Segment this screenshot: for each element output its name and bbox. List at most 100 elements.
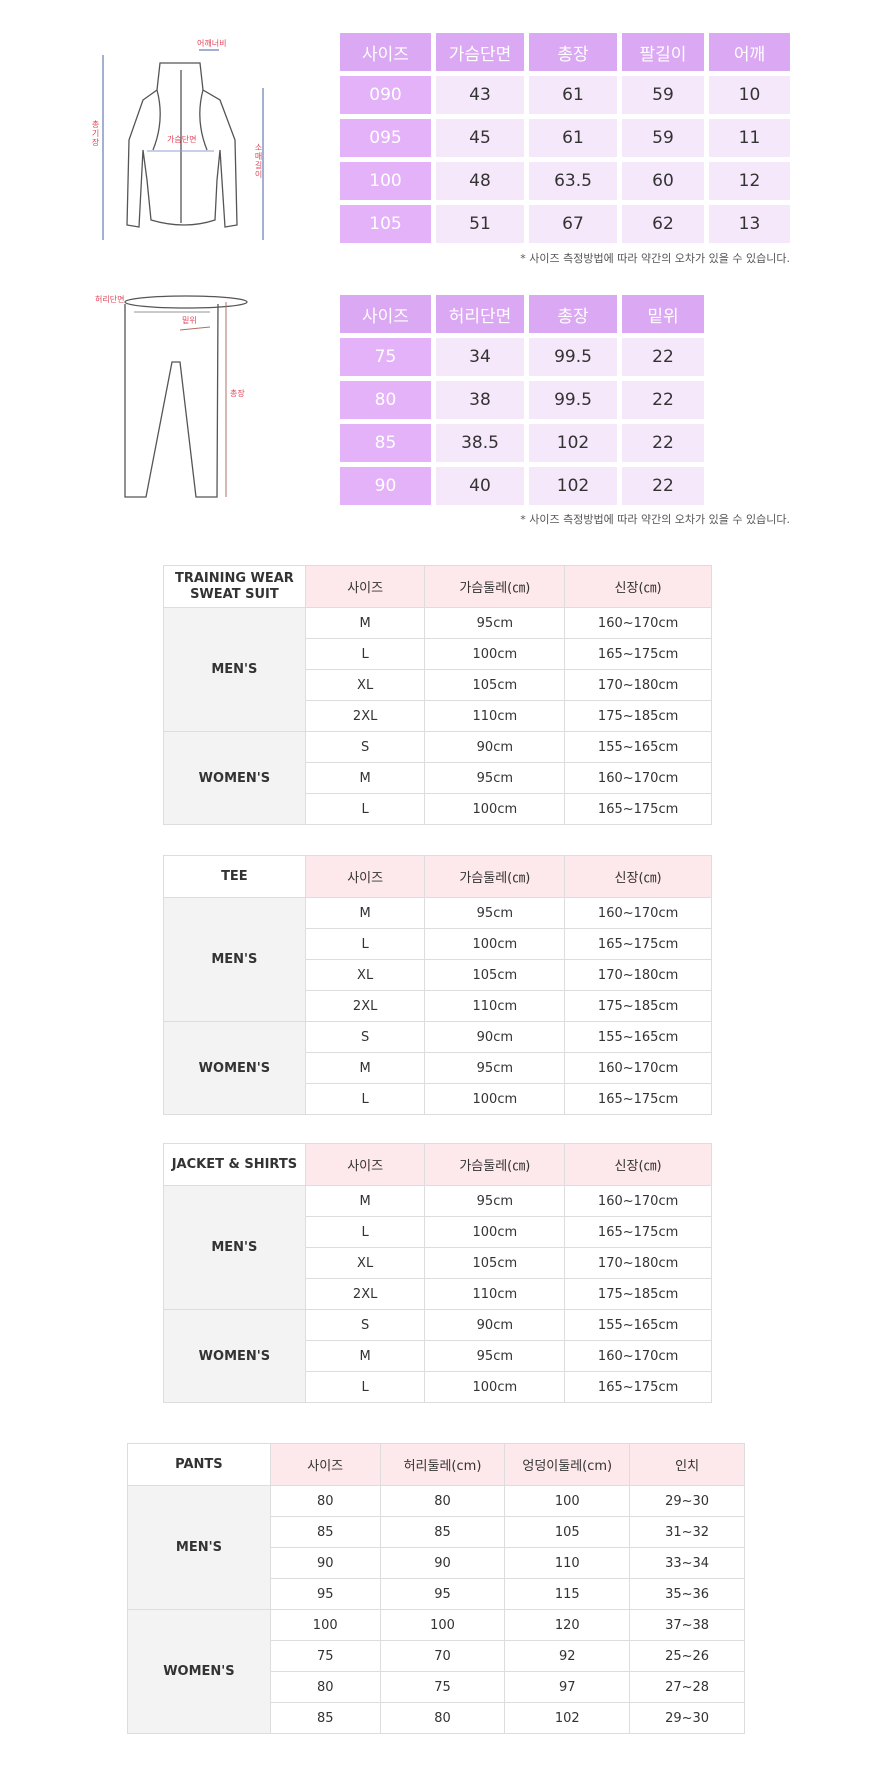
table-cell: 95 bbox=[379, 1578, 506, 1610]
group-label: MEN'S bbox=[163, 1185, 306, 1310]
table-cell: 45 bbox=[436, 119, 524, 157]
table-cell: 90 bbox=[269, 1547, 381, 1579]
table-cell: 2XL bbox=[304, 1278, 426, 1310]
table-cell: L bbox=[304, 928, 426, 960]
table-cell: 59 bbox=[622, 119, 704, 157]
table-cell: 43 bbox=[436, 76, 524, 114]
table-row: MEN'S M 95cm 160~170cm bbox=[163, 897, 712, 1022]
table-cell: 155~165cm bbox=[564, 1309, 712, 1341]
table-cell: 90cm bbox=[424, 731, 566, 763]
pants-size-table: 사이즈 허리단면 총장 밑위 75 34 99.5 22 80 38 99.5 22 85 38.5 102… bbox=[340, 295, 705, 505]
table-row: MEN'S M 95cm 160~170cm bbox=[163, 607, 712, 732]
column-header: 사이즈 bbox=[304, 565, 426, 608]
table-cell: M bbox=[304, 1185, 426, 1217]
column-header: 사이즈 bbox=[304, 855, 426, 898]
table-cell: 40 bbox=[436, 467, 524, 505]
measurement-note-2: * 사이즈 측정방법에 따라 약간의 오차가 있을 수 있습니다. bbox=[520, 513, 790, 526]
table-row: WOMEN'S S 90cm 155~165cm bbox=[163, 1309, 712, 1403]
table-cell: M bbox=[304, 1052, 426, 1084]
column-header: 총장 bbox=[529, 33, 617, 71]
length-label: 총장 bbox=[230, 389, 245, 398]
rise-label: 밑위 bbox=[182, 316, 197, 325]
table-cell: 25~26 bbox=[629, 1640, 745, 1672]
table-row: M 95cm 160~170cm bbox=[164, 1340, 712, 1372]
table-cell: 80 bbox=[269, 1485, 381, 1517]
column-header: 사이즈 bbox=[340, 295, 431, 333]
table-row: XL 105cm 170~180cm bbox=[164, 1247, 712, 1279]
table-cell: 170~180cm bbox=[564, 1247, 712, 1279]
table-cell: 90 bbox=[379, 1547, 506, 1579]
pants-drawing-icon bbox=[124, 295, 248, 498]
jacket-size-table: 사이즈 가슴단면 총장 팔길이 어깨 090 43 61 59 10 095 45 61 59 11 100 4… bbox=[340, 33, 790, 243]
table-cell: 62 bbox=[622, 205, 704, 243]
table-cell: 105cm bbox=[424, 959, 566, 991]
column-header: 총장 bbox=[529, 295, 617, 333]
table-cell: 34 bbox=[436, 338, 524, 376]
table-row: MEN'S 80 80 100 29~30 bbox=[127, 1485, 745, 1610]
size-cell: 090 bbox=[340, 76, 431, 114]
table-title: TEE bbox=[163, 855, 306, 898]
column-header: 신장(㎝) bbox=[564, 565, 712, 608]
table-cell: 48 bbox=[436, 162, 524, 200]
table-cell: 85 bbox=[379, 1516, 506, 1548]
table-cell: XL bbox=[304, 959, 426, 991]
table-cell: 2XL bbox=[304, 990, 426, 1022]
training-wear-size-table: TRAINING WEAR SWEAT SUIT 사이즈 가슴둘레(㎝) 신장(㎝) M… bbox=[163, 565, 712, 825]
jacket-drawing-icon bbox=[102, 49, 264, 240]
table-cell: 33~34 bbox=[629, 1547, 745, 1579]
table-cell: 67 bbox=[529, 205, 617, 243]
table-cell: 102 bbox=[529, 424, 617, 462]
table-cell: 100 bbox=[269, 1609, 381, 1641]
shoulder-width-label: 어깨너비 bbox=[197, 39, 227, 48]
table-cell: 165~175cm bbox=[564, 1371, 712, 1403]
table-cell: 63.5 bbox=[529, 162, 617, 200]
table-title: TRAINING WEAR SWEAT SUIT bbox=[163, 565, 306, 608]
size-cell: 80 bbox=[340, 381, 431, 419]
table-cell: 110cm bbox=[424, 700, 566, 732]
table-cell: 100cm bbox=[424, 1083, 566, 1115]
table-cell: 100cm bbox=[424, 638, 566, 670]
jacket-diagram: 어깨너비 총기장 가슴단면 소매길이 bbox=[91, 39, 295, 240]
table-row: 2XL 110cm 175~185cm bbox=[164, 1278, 712, 1310]
table-cell: 105cm bbox=[424, 669, 566, 701]
table-cell: L bbox=[304, 1371, 426, 1403]
table-row: L 100cm 165~175cm bbox=[164, 793, 712, 825]
pants-size-chart-table: PANTS 사이즈 허리둘레(cm) 엉덩이둘레(cm) 인치 MEN'S 80 80 100 2… bbox=[127, 1443, 745, 1734]
table-cell: 105 bbox=[504, 1516, 631, 1548]
table-cell: 70 bbox=[379, 1640, 506, 1672]
group-label: WOMEN'S bbox=[163, 1309, 306, 1403]
table-row: L 100cm 165~175cm bbox=[164, 1371, 712, 1403]
table-cell: 22 bbox=[622, 381, 704, 419]
table-cell: 100 bbox=[504, 1485, 631, 1517]
table-cell: 27~28 bbox=[629, 1671, 745, 1703]
table-cell: 75 bbox=[269, 1640, 381, 1672]
table-title: JACKET & SHIRTS bbox=[163, 1143, 306, 1186]
table-cell: 160~170cm bbox=[564, 1052, 712, 1084]
size-cell: 100 bbox=[340, 162, 431, 200]
column-header: 밑위 bbox=[622, 295, 704, 333]
size-cell: 90 bbox=[340, 467, 431, 505]
table-cell: 175~185cm bbox=[564, 700, 712, 732]
table-cell: M bbox=[304, 897, 426, 929]
group-label: WOMEN'S bbox=[163, 731, 306, 825]
table-cell: 80 bbox=[379, 1702, 506, 1734]
size-cell: 75 bbox=[340, 338, 431, 376]
column-header: 사이즈 bbox=[340, 33, 431, 71]
group-label: MEN'S bbox=[163, 897, 306, 1022]
pants-diagram: 허리단면 밑위 총장 bbox=[95, 292, 300, 502]
table-cell: 95cm bbox=[424, 607, 566, 639]
table-cell: 22 bbox=[622, 467, 704, 505]
table-cell: M bbox=[304, 762, 426, 794]
table-cell: 100cm bbox=[424, 1371, 566, 1403]
table-row: L 100cm 165~175cm bbox=[164, 928, 712, 960]
table-cell: 22 bbox=[622, 338, 704, 376]
table-cell: 59 bbox=[622, 76, 704, 114]
table-cell: 95 bbox=[269, 1578, 381, 1610]
table-cell: 102 bbox=[529, 467, 617, 505]
table-cell: 110cm bbox=[424, 1278, 566, 1310]
table-cell: 29~30 bbox=[629, 1702, 745, 1734]
column-header: 팔길이 bbox=[622, 33, 704, 71]
table-cell: 100cm bbox=[424, 793, 566, 825]
tee-size-table: TEE 사이즈 가슴둘레(㎝) 신장(㎝) MEN'S M 95cm 160~170cm L 10… bbox=[163, 855, 712, 1115]
table-cell: L bbox=[304, 1216, 426, 1248]
